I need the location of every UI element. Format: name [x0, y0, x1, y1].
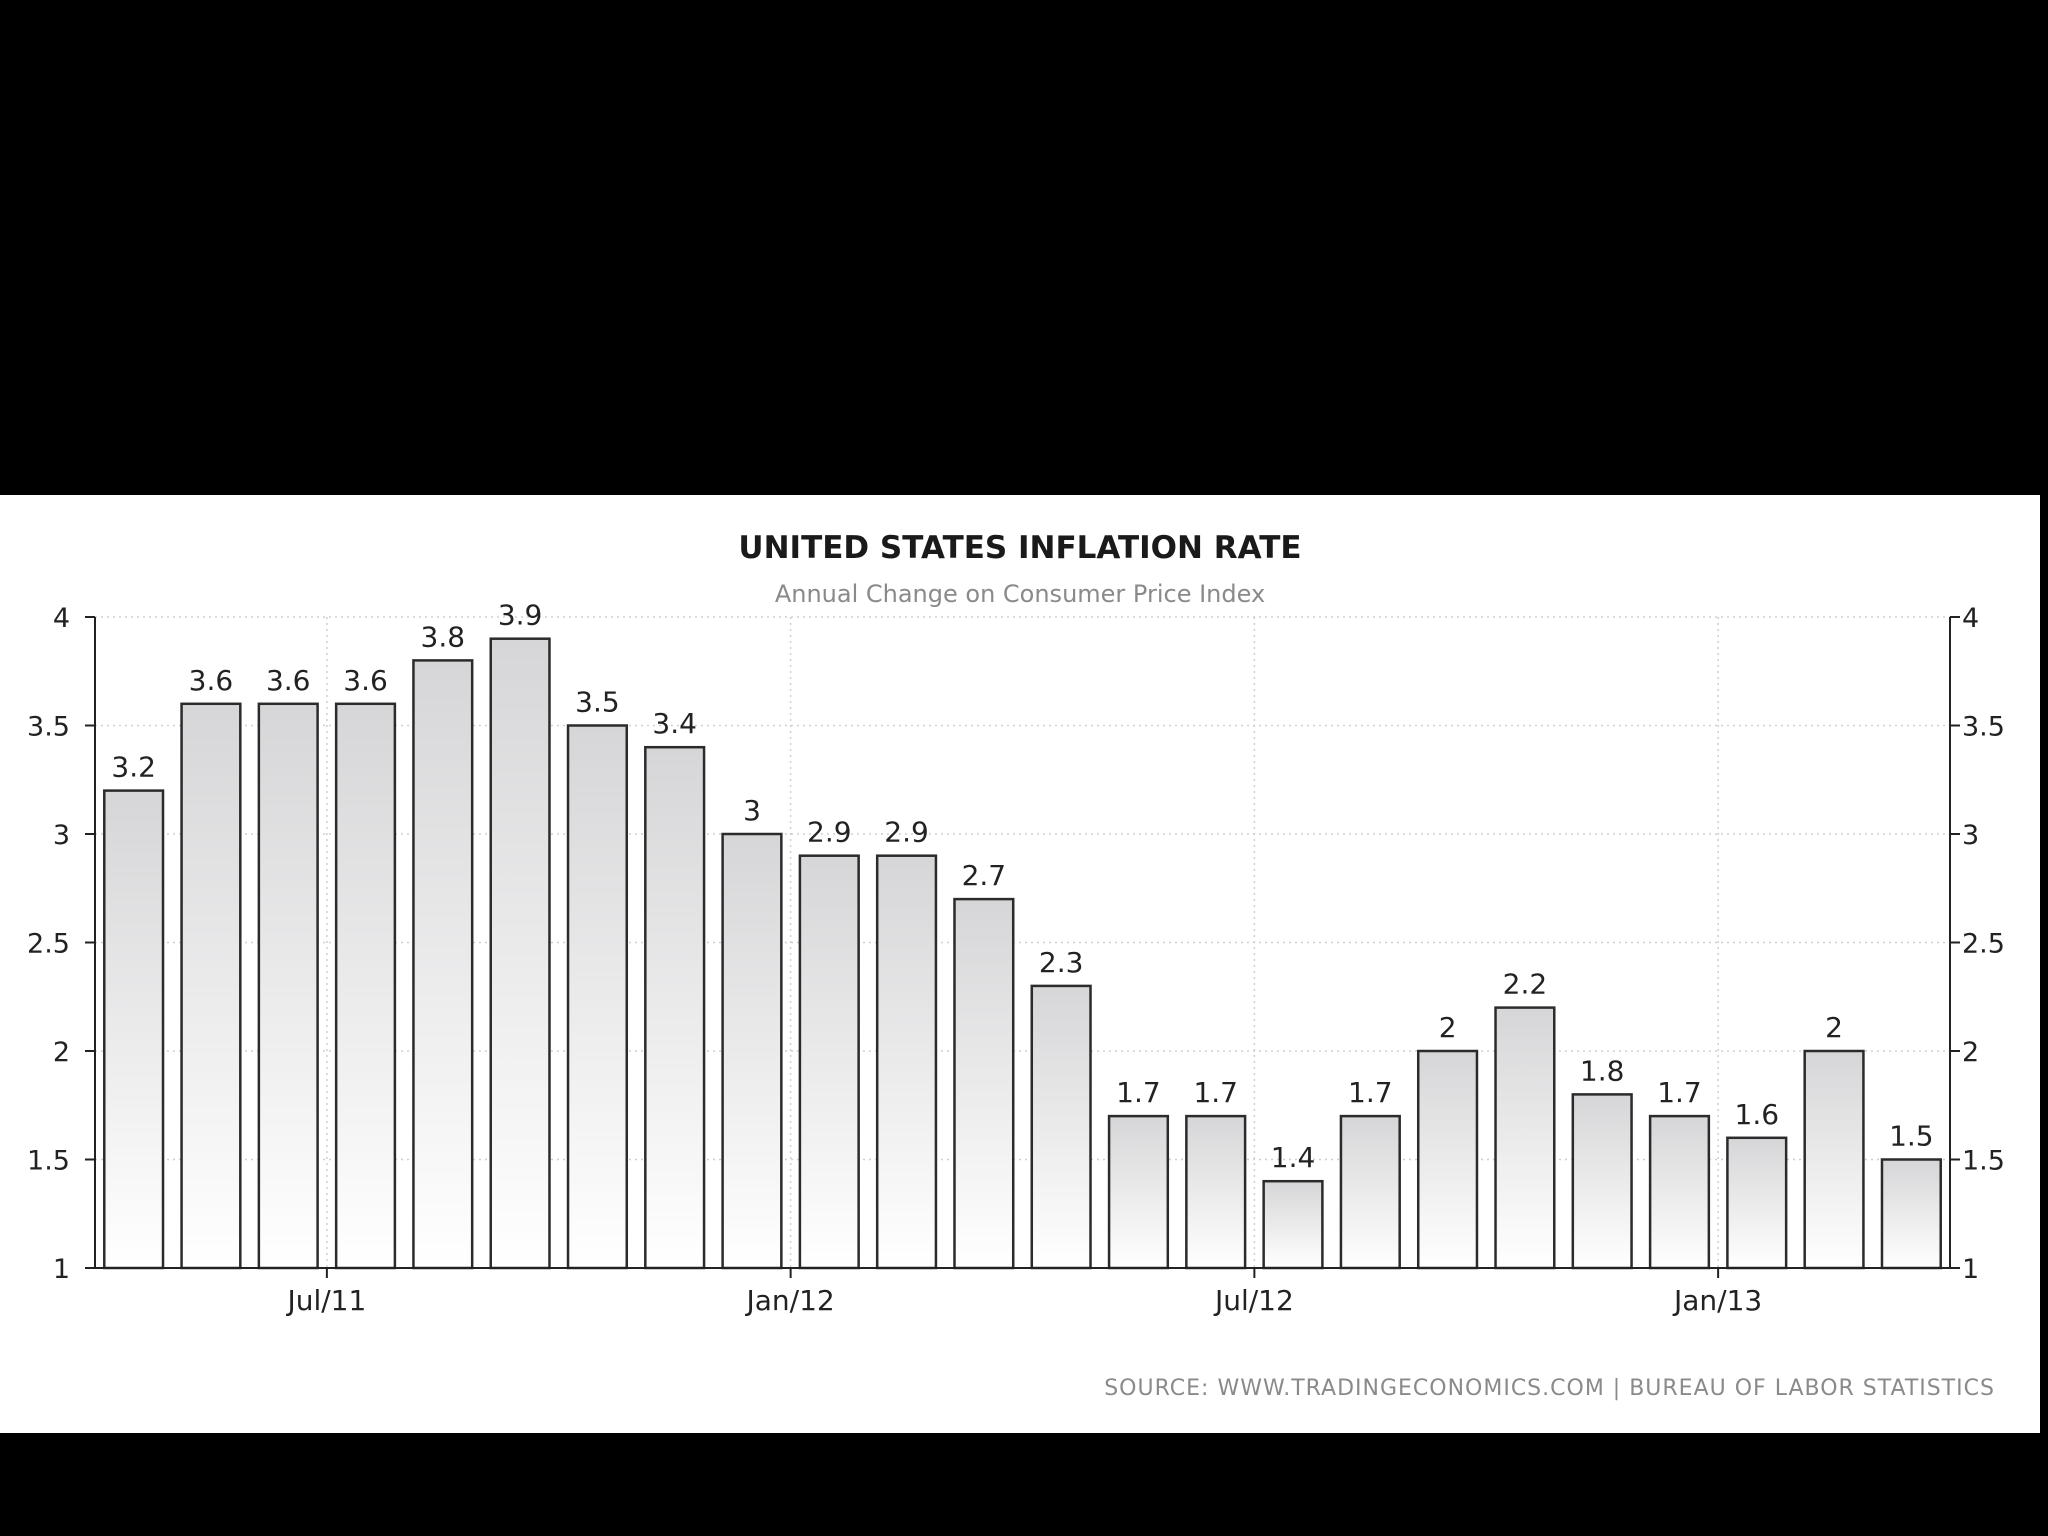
y-tick-label-left: 1.5 — [27, 1146, 70, 1177]
data-label: 2.9 — [807, 816, 852, 849]
inflation-bar-chart: UNITED STATES INFLATION RATE Annual Chan… — [27, 530, 2005, 1401]
bar — [1262, 1179, 1324, 1270]
bar — [412, 659, 474, 1270]
y-tick-label-right: 1 — [1962, 1254, 1979, 1285]
bar — [1648, 1114, 1711, 1270]
data-label: 1.5 — [1889, 1120, 1934, 1153]
bar — [566, 724, 629, 1270]
data-label: 3 — [743, 794, 761, 827]
bar — [334, 702, 397, 1270]
data-label: 1.7 — [1657, 1076, 1702, 1109]
data-label: 2 — [1439, 1011, 1457, 1044]
bar — [1726, 1136, 1788, 1270]
data-label: 1.7 — [1193, 1076, 1238, 1109]
data-label: 3.6 — [189, 664, 234, 697]
bar — [103, 789, 165, 1270]
x-tick-label: Jan/13 — [1672, 1284, 1762, 1317]
y-tick-label-right: 1.5 — [1962, 1146, 2005, 1177]
y-tick-label-right: 4 — [1962, 603, 1979, 634]
bar — [875, 854, 938, 1270]
bar — [798, 854, 860, 1270]
bar — [1185, 1114, 1247, 1270]
bar — [1880, 1158, 1942, 1270]
data-label: 1.7 — [1348, 1076, 1393, 1109]
y-tick-label-left: 2.5 — [27, 929, 70, 960]
chart-title: UNITED STATES INFLATION RATE — [738, 530, 1301, 566]
data-label: 3.2 — [111, 751, 156, 784]
data-label: 2.9 — [884, 816, 929, 849]
data-label: 3.8 — [421, 620, 466, 653]
bar — [644, 745, 706, 1270]
bar — [1803, 1049, 1865, 1270]
chart-source: SOURCE: WWW.TRADINGECONOMICS.COM | BUREA… — [1104, 1376, 1995, 1401]
bar — [721, 832, 783, 1270]
y-tick-label-right: 2 — [1962, 1037, 1979, 1068]
x-tick-label: Jul/11 — [285, 1284, 366, 1317]
bar — [1030, 984, 1092, 1270]
data-label: 3.6 — [343, 664, 388, 697]
data-label: 1.6 — [1735, 1098, 1780, 1131]
bar — [1339, 1114, 1401, 1270]
bar — [257, 702, 319, 1270]
data-label: 1.7 — [1116, 1076, 1161, 1109]
data-labels-group: 3.2 3.6 3.6 3.6 3.8 3.9 3.5 3.4 3 2.9 2.9 2.7 2.3 1.7… — [111, 599, 1933, 1174]
y-tick-label-left: 3.5 — [27, 712, 70, 743]
data-label: 2.2 — [1503, 968, 1548, 1001]
data-label: 2 — [1825, 1011, 1843, 1044]
y-tick-label-right: 3 — [1962, 820, 1979, 851]
data-label: 1.4 — [1271, 1141, 1316, 1174]
chart-panel: UNITED STATES INFLATION RATE Annual Chan… — [0, 495, 2040, 1433]
x-tick-label: Jan/12 — [745, 1284, 835, 1317]
y-tick-label-left: 2 — [53, 1037, 70, 1068]
y-tick-label-left: 4 — [53, 603, 70, 634]
bar — [489, 637, 551, 1270]
data-label: 3.6 — [266, 664, 311, 697]
x-tick-label: Jul/12 — [1213, 1284, 1294, 1317]
data-label: 3.4 — [652, 707, 697, 740]
bar — [953, 897, 1015, 1270]
y-tick-label-right: 3.5 — [1962, 712, 2005, 743]
data-label: 1.8 — [1580, 1054, 1625, 1087]
data-label: 2.3 — [1039, 946, 1084, 979]
y-tick-label-right: 2.5 — [1962, 929, 2005, 960]
data-label: 3.5 — [575, 686, 620, 719]
bars-group — [103, 637, 1942, 1270]
data-label: 2.7 — [962, 859, 1007, 892]
bar — [180, 702, 242, 1270]
grid-lines — [95, 616, 1950, 1268]
y-tick-label-left: 1 — [53, 1254, 70, 1285]
bar — [1571, 1093, 1633, 1270]
bar — [1494, 1006, 1556, 1270]
chart-subtitle: Annual Change on Consumer Price Index — [775, 580, 1265, 608]
axes-group: 1 1 1.5 1.5 2 2 2.5 2.5 3 3 3.5 3.5 4 4 Jul/11 Jan/12 Ju… — [27, 603, 2005, 1317]
bar — [1107, 1114, 1170, 1270]
y-tick-label-left: 3 — [53, 820, 70, 851]
bar — [1416, 1049, 1479, 1270]
data-label: 3.9 — [498, 599, 543, 632]
